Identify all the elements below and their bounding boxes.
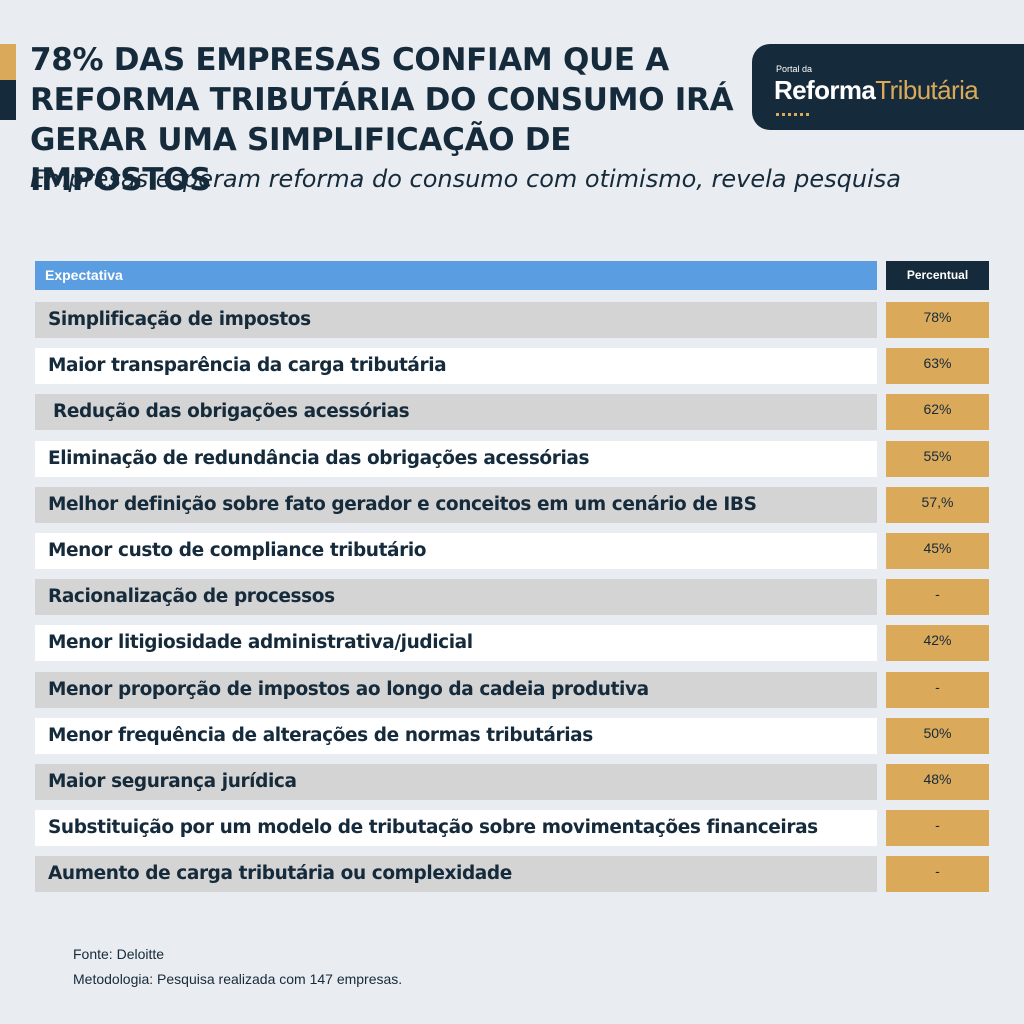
table-row-label: Eliminação de redundância das obrigações… bbox=[35, 441, 877, 477]
table-row-percent: - bbox=[886, 579, 989, 615]
page-title: 78% DAS EMPRESAS CONFIAM QUE A REFORMA T… bbox=[30, 42, 734, 198]
table-row-percent: 42% bbox=[886, 625, 989, 661]
table-row-percent: 62% bbox=[886, 394, 989, 430]
table-row-label: Menor litigiosidade administrativa/judic… bbox=[35, 625, 877, 661]
table-row-percent: 57,% bbox=[886, 487, 989, 523]
page-subtitle: Empresas esperam reforma do consumo com … bbox=[30, 165, 901, 193]
table-row-label: Melhor definição sobre fato gerador e co… bbox=[35, 487, 877, 523]
brand-logo: Portal da ReformaTributária bbox=[752, 44, 1024, 130]
logo-wordmark: ReformaTributária bbox=[774, 75, 979, 106]
table-row-percent: 50% bbox=[886, 718, 989, 754]
table-row-percent: 78% bbox=[886, 302, 989, 338]
table-row-percent: 48% bbox=[886, 764, 989, 800]
table-row-percent: - bbox=[886, 856, 989, 892]
table-row-percent: 63% bbox=[886, 348, 989, 384]
table-row-percent: - bbox=[886, 810, 989, 846]
logo-word-reforma: Reforma bbox=[774, 75, 876, 105]
table-row-label: Simplificação de impostos bbox=[35, 302, 877, 338]
logo-word-tributaria: Tributária bbox=[875, 75, 979, 105]
accent-bar-navy bbox=[0, 80, 16, 120]
accent-bar-gold bbox=[0, 44, 16, 80]
table-row-label: Maior segurança jurídica bbox=[35, 764, 877, 800]
table-row-label: Menor proporção de impostos ao longo da … bbox=[35, 672, 877, 708]
table-row-label: Substituição por um modelo de tributação… bbox=[35, 810, 877, 846]
logo-small-text: Portal da bbox=[776, 64, 813, 74]
table-header-percent: Percentual bbox=[886, 261, 989, 290]
table-row-percent: - bbox=[886, 672, 989, 708]
logo-dots-decoration bbox=[776, 113, 812, 116]
table-row-label: Racionalização de processos bbox=[35, 579, 877, 615]
footer-source: Fonte: Deloitte bbox=[73, 946, 165, 962]
footer-methodology: Metodologia: Pesquisa realizada com 147 … bbox=[73, 971, 403, 987]
table-row-percent: 55% bbox=[886, 441, 989, 477]
table-header-expectation: Expectativa bbox=[35, 261, 877, 290]
table-row-label: Maior transparência da carga tributária bbox=[35, 348, 877, 384]
table-row-label: Aumento de carga tributária ou complexid… bbox=[35, 856, 877, 892]
table-row-label: Menor frequência de alterações de normas… bbox=[35, 718, 877, 754]
table-row-percent: 45% bbox=[886, 533, 989, 569]
table-row-label: Menor custo de compliance tributário bbox=[35, 533, 877, 569]
table-row-label: Redução das obrigações acessórias bbox=[35, 394, 877, 430]
